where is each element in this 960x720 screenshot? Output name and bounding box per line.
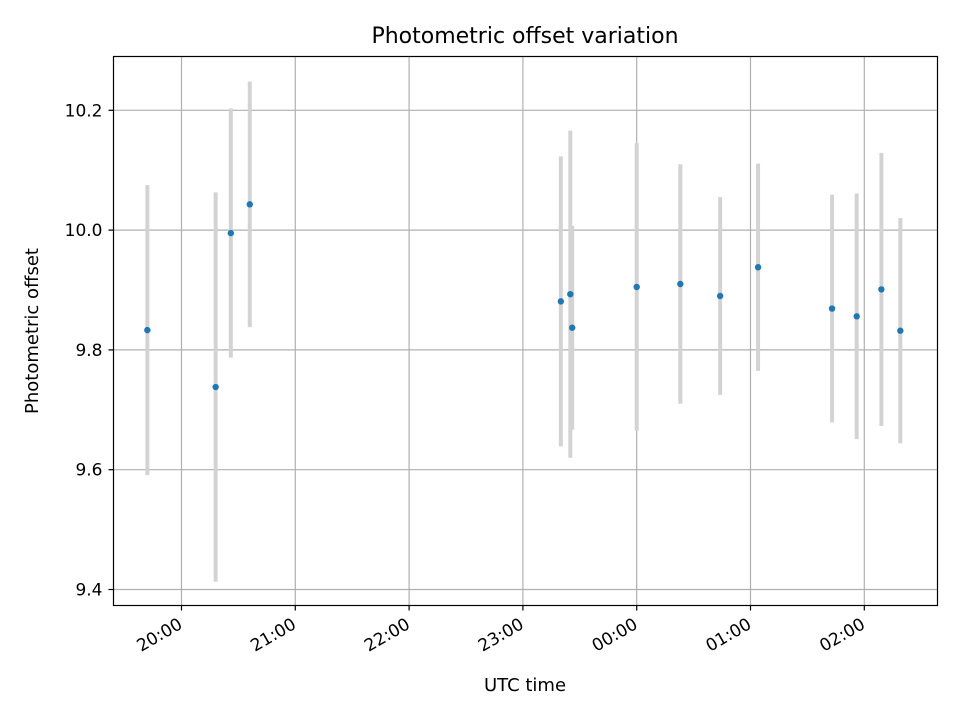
data-point <box>828 305 836 312</box>
y-tick-label: 9.4 <box>75 581 102 601</box>
data-point <box>246 201 253 208</box>
data-point <box>144 326 151 334</box>
axes-frame <box>112 55 939 607</box>
data-point <box>853 313 860 320</box>
y-tick-label: 10.0 <box>65 221 103 241</box>
y-tick-label: 9.6 <box>75 461 102 481</box>
data-point <box>716 292 724 300</box>
data-point <box>878 286 885 293</box>
y-tick-label: 9.8 <box>75 341 102 361</box>
data-point <box>633 283 640 291</box>
y-axis-label: Photometric offset <box>22 248 43 414</box>
data-points <box>144 201 904 391</box>
x-axis-label: UTC time <box>484 675 566 696</box>
data-point <box>567 290 574 298</box>
data-point <box>569 324 576 331</box>
data-point <box>897 327 904 334</box>
data-point <box>677 280 684 288</box>
chart-title: Photometric offset variation <box>371 24 678 49</box>
data-point <box>557 298 565 305</box>
data-point <box>227 229 235 237</box>
data-point <box>754 264 762 271</box>
y-tick-label: 10.2 <box>65 101 103 121</box>
data-point <box>212 383 219 391</box>
